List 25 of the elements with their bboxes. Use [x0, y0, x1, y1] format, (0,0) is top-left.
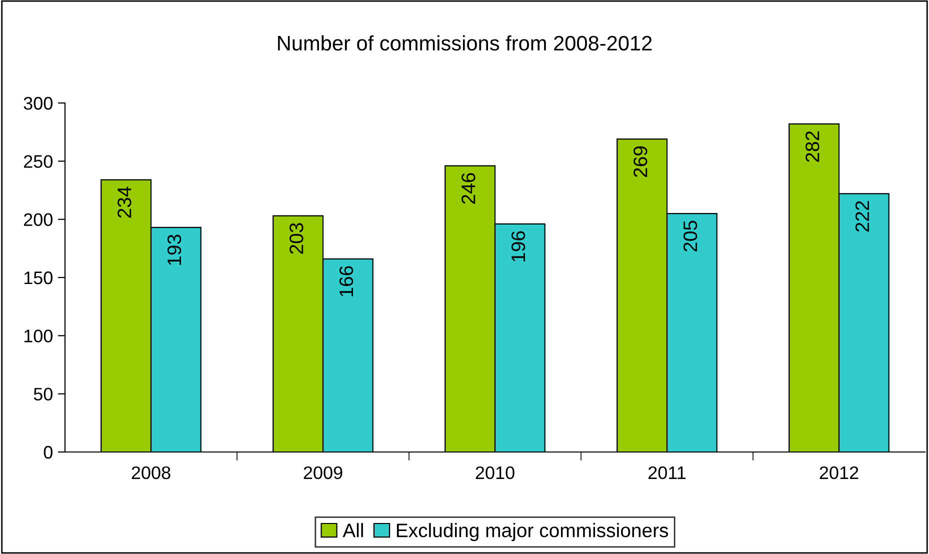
legend-label: All	[342, 523, 363, 538]
data-label: 246	[462, 173, 476, 204]
y-tick-label: 300	[24, 96, 52, 110]
data-label: 269	[634, 146, 648, 177]
data-label: 222	[855, 201, 869, 232]
chart-title: Number of commissions from 2008-2012	[278, 35, 652, 51]
x-tick-label: 2010	[476, 466, 514, 480]
data-label: 166	[339, 266, 354, 296]
y-tick-label: 0	[44, 446, 52, 459]
data-label: 234	[118, 186, 132, 218]
x-tick-label: 2012	[820, 466, 858, 480]
y-tick-label: 100	[24, 330, 52, 342]
y-tick-label: 250	[24, 155, 52, 168]
x-tick-label: 2009	[304, 466, 342, 480]
data-label: 203	[290, 223, 304, 254]
y-tick-label: 150	[24, 271, 52, 284]
x-tick-label: 2011	[648, 466, 686, 480]
data-label: 205	[683, 220, 698, 252]
data-label: 196	[511, 231, 526, 262]
y-tick-label: 50	[34, 388, 52, 401]
y-tick-label: 200	[24, 213, 52, 226]
x-tick-label: 2008	[132, 466, 170, 480]
data-label: 282	[806, 131, 820, 162]
data-label: 193	[167, 234, 182, 265]
legend-label: Excluding major commissioners	[396, 523, 668, 542]
